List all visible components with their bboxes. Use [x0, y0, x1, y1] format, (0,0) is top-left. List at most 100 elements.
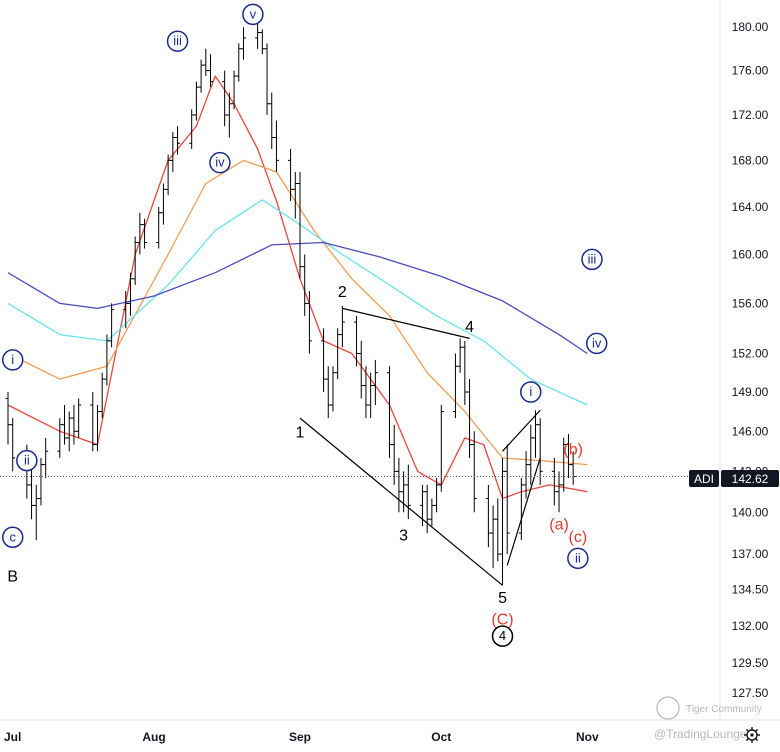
ohlc-bar	[175, 126, 181, 155]
ohlc-bar	[363, 366, 369, 419]
wave-label: c	[1, 526, 24, 549]
ohlc-bar	[386, 366, 392, 458]
wave-label-text: v	[250, 6, 257, 21]
wave-label-circle	[16, 449, 38, 472]
y-tick-label: 180.00	[732, 20, 769, 34]
ohlc-bar	[434, 478, 440, 513]
ohlc-bar	[391, 424, 397, 485]
ohlc-bar	[429, 498, 435, 527]
wave-label-text: (c)	[569, 529, 588, 546]
wave-label-text: 5	[498, 590, 507, 607]
y-tick-label: 168.00	[732, 153, 769, 167]
wave-label-text: 4	[465, 319, 474, 336]
ohlc-bar	[222, 70, 228, 127]
wave-label-circle	[585, 332, 608, 355]
wave-label-circle	[567, 547, 589, 570]
ohlc-bar	[490, 505, 496, 569]
ohlc-bar	[528, 424, 534, 485]
wave-label: (a)	[549, 516, 569, 533]
ohlc-bar	[485, 484, 491, 548]
wave-label: ii	[567, 547, 589, 570]
ohlc-bar	[109, 303, 115, 348]
settings-gear-icon[interactable]	[744, 727, 760, 743]
wave-label: 1	[296, 424, 305, 441]
ohlc-bar	[537, 418, 543, 485]
y-tick-label: 160.00	[732, 248, 769, 262]
wave-label-text: iii	[173, 33, 182, 48]
y-tick-label: 137.00	[732, 547, 769, 561]
wave-label-circle	[520, 381, 542, 403]
wave-label-circle	[491, 625, 514, 647]
moving-average-line	[7, 159, 588, 466]
y-tick-label: 140.00	[732, 505, 769, 519]
ohlc-bar	[330, 366, 336, 412]
ohlc-bar	[5, 392, 11, 445]
ohlc-bar	[292, 171, 298, 219]
tiger-logo-icon	[656, 696, 680, 720]
ohlc-bar	[189, 109, 195, 149]
ohlc-bar	[132, 236, 138, 285]
wave-label: (b)	[563, 442, 583, 459]
ohlc-bar	[142, 218, 148, 249]
wave-label-circle	[1, 349, 24, 371]
wave-label-text: 4	[499, 628, 506, 643]
ohlc-bar	[321, 328, 327, 393]
axis-grid	[0, 0, 780, 721]
wave-label-circle	[242, 3, 264, 26]
wave-label: ii	[16, 449, 38, 472]
ohlc-bar	[457, 338, 463, 373]
ohlc-bar	[10, 418, 16, 472]
y-tick-label: 134.50	[732, 583, 769, 597]
ohlc-bar	[269, 92, 275, 149]
ohlc-bar	[198, 59, 204, 93]
ohlc-bar	[561, 437, 567, 492]
ohlc-bar	[504, 444, 510, 555]
ohlc-bar	[264, 43, 270, 115]
ohlc-bar	[259, 29, 265, 55]
y-tick-label: 146.00	[732, 424, 769, 438]
moving-average-line	[7, 199, 588, 406]
y-tick-label: 127.50	[732, 686, 769, 700]
ohlc-bar	[137, 212, 143, 255]
wave-label-text: ii	[575, 550, 581, 565]
ohlc-bar	[33, 484, 39, 541]
ohlc-bar	[565, 433, 571, 479]
ohlc-bar	[99, 372, 105, 419]
ohlc-bar	[62, 405, 68, 445]
ohlc-bar	[94, 405, 100, 452]
wave-label-text: iv	[215, 155, 225, 170]
ohlc-bar	[29, 464, 35, 520]
y-tick-label: 176.00	[732, 64, 769, 78]
price-axis[interactable]: 180.00 176.00 172.00 168.00 164.00 160.00 156.…	[732, 20, 769, 700]
wave-label: 4	[465, 319, 474, 336]
moving-average-line	[7, 241, 588, 355]
ohlc-bar	[339, 305, 345, 348]
ohlc-bar	[424, 484, 430, 534]
trendline	[342, 307, 470, 339]
ohlc-bar	[297, 171, 303, 279]
wave-label: 2	[338, 284, 347, 301]
wave-label-text: c	[9, 529, 16, 544]
wave-label: iii	[581, 248, 603, 271]
x-tick-label: Sep	[289, 730, 311, 744]
last-price-badge: 142.62	[721, 470, 779, 487]
wave-label-text: (b)	[563, 442, 583, 459]
wave-label: v	[242, 3, 264, 26]
ohlc-bar	[335, 328, 341, 380]
symbol-badge: ADI	[689, 470, 719, 487]
wave-label-circle	[166, 30, 189, 52]
wave-label-text: 1	[296, 424, 305, 441]
y-tick-label: 132.00	[732, 619, 769, 633]
ohlc-bar	[165, 154, 171, 196]
time-axis[interactable]: Jul Aug Sep Oct Nov	[4, 730, 599, 744]
ohlc-bar	[104, 334, 110, 386]
ohlc-bar	[462, 340, 468, 406]
wave-label-circle	[581, 248, 603, 271]
ohlc-bar	[273, 120, 279, 172]
candles	[5, 21, 576, 586]
ohlc-bar	[368, 372, 374, 419]
wave-label: i	[1, 349, 24, 371]
ohlc-bar	[401, 471, 407, 513]
ohlc-bar	[43, 437, 49, 479]
